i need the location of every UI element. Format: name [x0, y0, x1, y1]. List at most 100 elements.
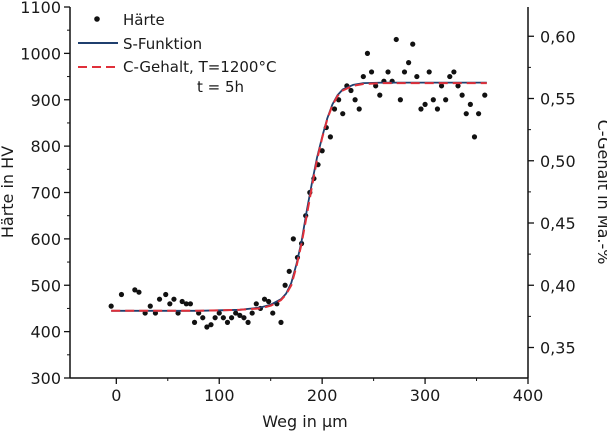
ticks: 0 100 200 300 400 300 400 500 600 700 800 900 1000 11…: [20, 0, 575, 405]
data-point-haerte: [208, 322, 214, 328]
data-point-haerte: [430, 97, 436, 103]
data-point-haerte: [414, 73, 420, 80]
data-point-haerte: [364, 50, 371, 56]
data-point-haerte: [385, 69, 391, 75]
data-point-haerte: [191, 319, 198, 325]
data-point-haerte: [451, 69, 457, 75]
data-point-haerte: [233, 310, 239, 316]
x-tick-label: 100: [204, 386, 235, 405]
data-point-haerte: [224, 319, 231, 325]
data-point-haerte: [471, 134, 478, 140]
data-point-haerte: [373, 83, 379, 89]
y2-tick-label: 0,55: [540, 90, 576, 109]
data-point-haerte: [241, 315, 247, 321]
data-point-haerte: [319, 148, 325, 154]
data-point-haerte: [200, 315, 206, 321]
data-point-haerte: [118, 291, 125, 298]
data-point-haerte: [216, 310, 222, 316]
data-point-haerte: [406, 60, 412, 66]
data-point-haerte: [220, 315, 226, 321]
data-point-haerte: [397, 97, 403, 103]
data-point-haerte: [147, 303, 153, 309]
series-line-c-gehalt: [111, 82, 487, 312]
y-tick-label: 1100: [20, 0, 61, 17]
data-point-haerte: [187, 301, 194, 307]
y2-tick-label: 0,45: [540, 214, 576, 233]
data-point-haerte: [136, 289, 142, 295]
x-tick-label: 300: [410, 386, 441, 405]
y-axis-label: Härte in HV: [0, 146, 17, 238]
data-point-haerte: [286, 268, 292, 274]
y2-tick-label: 0,35: [540, 338, 576, 357]
data-point-haerte: [459, 92, 465, 98]
data-point-haerte: [438, 83, 445, 89]
data-point-haerte: [261, 296, 268, 302]
data-point-haerte: [463, 111, 469, 117]
data-point-haerte: [434, 106, 441, 112]
data-point-haerte: [482, 92, 488, 98]
data-point-haerte: [393, 36, 399, 43]
data-point-haerte: [253, 301, 259, 307]
legend: Härte S-Funktion C-Gehalt, T=1200°C t = …: [78, 11, 276, 96]
x-tick-label: 400: [513, 386, 544, 405]
legend-label-haerte: Härte: [123, 11, 165, 29]
data-point-haerte: [249, 310, 255, 316]
y-tick-label: 800: [30, 137, 61, 156]
legend-label-cgehalt-time: t = 5h: [197, 78, 244, 96]
data-point-haerte: [426, 69, 432, 75]
data-point-haerte: [270, 310, 276, 316]
data-point-haerte: [327, 134, 333, 140]
data-point-haerte: [245, 319, 251, 325]
data-point-haerte: [228, 315, 235, 321]
data-point-haerte: [278, 319, 284, 325]
legend-label-sfunktion: S-Funktion: [123, 35, 202, 53]
x-axis-label: Weg in µm: [262, 412, 347, 431]
marks: [108, 36, 488, 330]
data-point-haerte: [377, 92, 383, 98]
data-point-haerte: [212, 315, 218, 321]
y2-tick-label: 0,40: [540, 276, 576, 295]
y-tick-label: 300: [30, 369, 61, 388]
y-tick-label: 1000: [20, 44, 61, 63]
data-point-haerte: [368, 69, 375, 75]
data-point-haerte: [290, 236, 296, 242]
series-line-s-funktion: [111, 81, 487, 312]
data-point-haerte: [455, 83, 461, 89]
data-point-haerte: [467, 101, 473, 107]
data-point-haerte: [204, 324, 210, 330]
data-point-haerte: [401, 69, 408, 75]
data-point-haerte: [108, 303, 114, 309]
data-point-haerte: [422, 101, 428, 107]
y-tick-label: 900: [30, 91, 61, 110]
y2-tick-label: 0,50: [540, 152, 576, 171]
y2-tick-label: 0,60: [540, 27, 576, 46]
y-tick-label: 500: [30, 276, 61, 295]
data-point-haerte: [132, 287, 138, 293]
data-point-haerte: [175, 310, 181, 316]
data-point-haerte: [352, 97, 358, 103]
data-point-haerte: [179, 298, 185, 305]
data-point-haerte: [340, 111, 346, 117]
y-tick-label: 700: [30, 184, 61, 203]
y2-axis-label: C-Gehalt in Ma.-%: [594, 120, 607, 265]
data-point-haerte: [356, 106, 362, 112]
data-point-haerte: [348, 87, 354, 94]
data-point-haerte: [167, 301, 173, 307]
data-point-haerte: [331, 106, 338, 112]
data-point-haerte: [410, 41, 416, 47]
legend-marker-haerte: [94, 16, 100, 22]
data-point-haerte: [282, 282, 288, 288]
data-point-haerte: [171, 296, 177, 302]
data-point-haerte: [266, 298, 272, 305]
y-tick-label: 400: [30, 323, 61, 342]
data-point-haerte: [447, 73, 453, 80]
data-point-haerte: [475, 111, 482, 117]
data-point-haerte: [418, 106, 424, 112]
data-point-haerte: [156, 296, 163, 302]
y-tick-label: 600: [30, 230, 61, 249]
x-tick-label: 0: [111, 386, 121, 405]
data-point-haerte: [183, 301, 189, 307]
data-point-haerte: [443, 97, 449, 103]
x-tick-label: 200: [307, 386, 338, 405]
